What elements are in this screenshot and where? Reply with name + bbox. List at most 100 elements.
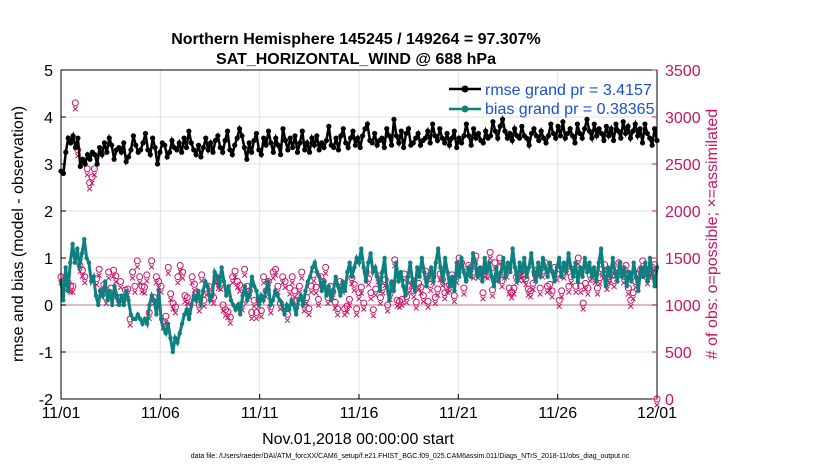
left-y-tick-label: 0 <box>44 298 53 315</box>
obs-possible-marker <box>252 309 260 317</box>
bias-data-point <box>596 260 601 265</box>
rmse-data-point <box>306 149 313 155</box>
bias-data-point <box>161 326 166 331</box>
rmse-data-point <box>381 144 387 151</box>
obs-possible-marker <box>281 278 289 285</box>
rmse-data-point <box>251 137 257 144</box>
bias-data-point <box>291 302 297 308</box>
obs-possible-marker <box>133 257 141 265</box>
bias-data-point <box>331 288 336 294</box>
bias-data-point <box>522 255 527 261</box>
rmse-data-point <box>519 123 525 129</box>
bias-data-point <box>570 274 576 279</box>
obs-assimilated-marker <box>251 303 257 310</box>
left-y-tick-label: -1 <box>39 345 53 362</box>
rmse-data-point <box>130 133 136 139</box>
obs-assimilated-marker <box>580 306 586 312</box>
rmse-data-point <box>594 133 600 139</box>
obs-possible-marker <box>233 278 241 285</box>
obs-assimilated-marker <box>356 296 362 302</box>
rmse-data-point <box>277 152 284 158</box>
x-tick-label: 11/21 <box>439 405 478 422</box>
bias-data-point <box>587 260 592 265</box>
obs-assimilated-marker <box>628 303 634 310</box>
rmse-data-point <box>109 142 115 148</box>
rmse-data-point <box>630 128 636 134</box>
bias-data-point <box>110 302 115 308</box>
obs-possible-marker <box>198 271 206 279</box>
rmse-data-point <box>210 149 216 155</box>
obs-assimilated-marker <box>296 289 303 295</box>
bias-data-point <box>435 246 441 251</box>
x-tick-label: 12/01 <box>637 405 677 422</box>
x-tick-label: 11/06 <box>141 405 180 422</box>
obs-assimilated-marker <box>427 287 434 294</box>
obs-assimilated-marker <box>82 280 88 286</box>
obs-assimilated-marker <box>129 275 136 281</box>
rmse-data-point <box>212 137 219 144</box>
obs-assimilated-marker <box>315 302 322 309</box>
rmse-data-point <box>468 142 474 148</box>
obs-possible-marker <box>353 305 361 313</box>
rmse-data-point <box>393 133 400 139</box>
rmse-data-point <box>335 147 342 153</box>
rmse-data-point <box>297 140 303 146</box>
rmse-data-point <box>290 144 296 151</box>
obs-assimilated-marker <box>268 310 274 316</box>
bias-data-point <box>421 269 427 275</box>
bias-data-point <box>242 284 248 289</box>
rmse-data-point <box>246 140 252 146</box>
bias-data-point <box>591 265 597 270</box>
rmse-data-point <box>466 133 472 139</box>
obs-assimilated-marker <box>611 283 617 290</box>
bias-data-point <box>275 293 280 298</box>
rmse-data-point <box>318 140 325 146</box>
rmse-data-point <box>601 137 607 144</box>
bias-data-point <box>126 298 131 303</box>
obs-possible-marker <box>460 284 468 292</box>
rmse-data-point <box>256 147 262 153</box>
bias-data-point <box>198 302 203 308</box>
x-tick-label: 11/26 <box>538 405 577 422</box>
bias-data-point <box>517 260 522 265</box>
bias-data-point <box>466 265 471 270</box>
obs-assimilated-marker <box>461 291 467 297</box>
rmse-data-point <box>347 135 354 141</box>
obs-assimilated-marker <box>380 290 386 296</box>
rmse-data-point <box>263 142 269 148</box>
right-y-tick-label: 1000 <box>665 298 701 315</box>
bias-data-point <box>598 246 604 251</box>
rmse-data-point <box>615 128 621 134</box>
rmse-data-point <box>499 116 506 122</box>
bias-data-point <box>415 265 420 270</box>
bias-data-point <box>564 269 569 275</box>
obs-assimilated-marker <box>96 272 102 279</box>
obs-possible-marker <box>593 284 601 292</box>
rmse-data-point <box>434 137 441 144</box>
obs-possible-marker <box>167 290 175 298</box>
obs-assimilated-marker <box>237 288 243 295</box>
rmse-data-point <box>560 119 566 125</box>
rmse-data-point <box>553 135 559 141</box>
obs-assimilated-marker <box>484 275 491 281</box>
obs-possible-marker <box>117 278 125 285</box>
rmse-data-point <box>203 135 209 141</box>
rmse-data-point <box>270 149 276 155</box>
obs-possible-marker <box>164 263 172 271</box>
obs-assimilated-marker <box>480 296 486 302</box>
obs-assimilated-marker <box>177 268 183 275</box>
left-y-axis-label: rmse and bias (model - observation) <box>10 106 27 362</box>
rmse-data-point <box>524 135 530 141</box>
bias-data-point <box>133 316 138 322</box>
obs-possible-marker <box>288 273 296 281</box>
bias-data-point <box>300 302 306 308</box>
rmse-data-point <box>99 152 105 158</box>
rmse-data-point <box>557 133 564 139</box>
obs-assimilated-marker <box>566 289 572 295</box>
bias-data-point <box>398 269 404 275</box>
obs-assimilated-marker <box>163 319 169 326</box>
bias-data-point <box>137 316 143 322</box>
rmse-data-point <box>639 140 646 146</box>
rmse-data-point <box>490 119 496 125</box>
rmse-data-point <box>104 149 110 155</box>
